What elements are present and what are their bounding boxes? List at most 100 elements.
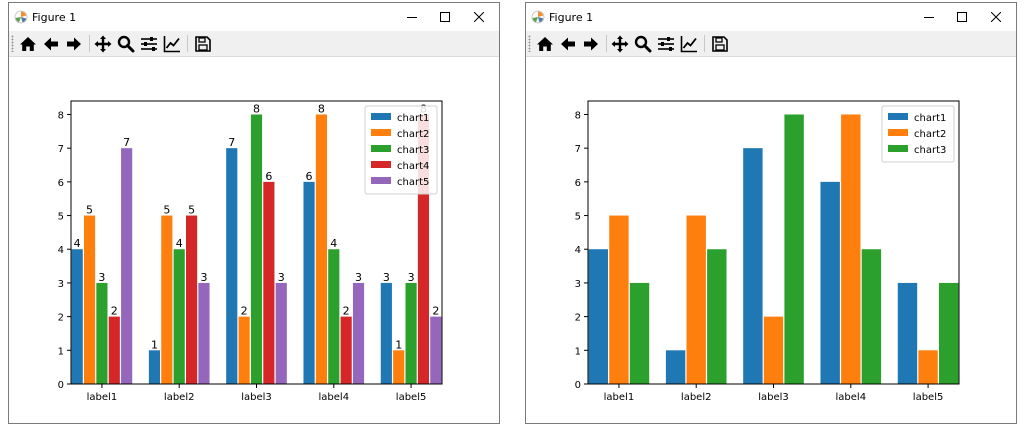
y-tick-label: 8 xyxy=(58,110,64,121)
back-button[interactable] xyxy=(558,34,578,54)
legend-swatch xyxy=(371,161,391,168)
figure-canvas[interactable]: 4176355281348432562873332012345678label1… xyxy=(9,57,499,423)
title-bar[interactable]: Figure 1 xyxy=(9,3,499,31)
toolbar-grip[interactable] xyxy=(11,35,14,52)
x-tick-label: label4 xyxy=(836,392,867,403)
legend-swatch xyxy=(371,129,391,136)
data-label: 1 xyxy=(151,338,158,351)
data-label: 2 xyxy=(241,305,248,318)
legend-label: chart1 xyxy=(914,113,946,124)
legend-swatch xyxy=(371,177,391,184)
bar xyxy=(83,215,96,384)
y-tick-label: 6 xyxy=(58,178,64,189)
home-icon xyxy=(20,37,36,51)
back-button[interactable] xyxy=(41,34,61,54)
data-label: 1 xyxy=(395,338,402,351)
toolbar-separator xyxy=(187,35,188,52)
y-tick-label: 1 xyxy=(575,346,581,357)
toolbar-separator xyxy=(704,35,705,52)
bar xyxy=(609,215,629,384)
bar xyxy=(315,114,328,384)
bar xyxy=(352,282,365,384)
save-button[interactable] xyxy=(710,34,730,54)
maximize-button[interactable] xyxy=(430,6,460,28)
legend-box xyxy=(364,105,438,195)
legend-label: chart3 xyxy=(914,145,946,156)
maximize-icon xyxy=(440,12,450,22)
y-tick-label: 7 xyxy=(575,144,581,155)
y-tick-label: 0 xyxy=(58,380,64,391)
home-button[interactable] xyxy=(535,34,555,54)
legend-swatch xyxy=(888,129,908,136)
minimize-button[interactable] xyxy=(397,6,427,28)
pan-button[interactable] xyxy=(93,34,113,54)
home-button[interactable] xyxy=(18,34,38,54)
title-bar[interactable]: Figure 1 xyxy=(526,3,1016,31)
bar xyxy=(380,282,392,384)
window-title: Figure 1 xyxy=(32,11,77,24)
y-tick-label: 0 xyxy=(575,380,581,391)
pan-button[interactable] xyxy=(610,34,630,54)
zoom-icon xyxy=(117,35,135,53)
bar xyxy=(173,249,185,384)
legend-label: chart4 xyxy=(397,161,429,172)
bar xyxy=(820,181,840,384)
bar xyxy=(303,181,315,384)
bar xyxy=(405,282,417,384)
legend-swatch xyxy=(888,145,908,152)
x-tick-label: label3 xyxy=(758,392,789,403)
data-label: 8 xyxy=(318,102,325,115)
forward-button[interactable] xyxy=(581,34,601,54)
edit-axis-button[interactable] xyxy=(679,34,699,54)
y-tick-label: 4 xyxy=(575,245,581,256)
bar xyxy=(861,249,882,384)
bar xyxy=(430,316,442,384)
y-tick-label: 5 xyxy=(58,212,64,223)
edit-axis-icon xyxy=(163,36,180,53)
matplotlib-app-icon xyxy=(531,10,545,24)
y-tick-label: 7 xyxy=(58,144,64,155)
figure-canvas[interactable]: 0 1 2 3 4 5 6 7 8 label1 label2 label3 label4 label5 c… xyxy=(526,57,1016,423)
legend-label: chart3 xyxy=(397,145,429,156)
data-label: 3 xyxy=(408,271,415,284)
minimize-button[interactable] xyxy=(914,6,944,28)
maximize-button[interactable] xyxy=(947,6,977,28)
x-tick-label: label5 xyxy=(396,392,427,403)
edit-axis-button[interactable] xyxy=(162,34,182,54)
bar xyxy=(340,316,352,384)
forward-button[interactable] xyxy=(64,34,84,54)
save-button[interactable] xyxy=(193,34,213,54)
bar xyxy=(198,282,210,384)
x-tick-label: label5 xyxy=(913,392,944,403)
back-icon xyxy=(561,37,575,51)
y-tick-label: 3 xyxy=(58,279,64,290)
configure-subplots-button[interactable] xyxy=(139,34,159,54)
data-label: 4 xyxy=(176,237,183,250)
close-icon xyxy=(991,12,1001,22)
configure-subplots-button[interactable] xyxy=(656,34,676,54)
toolbar-grip[interactable] xyxy=(528,35,531,52)
bar xyxy=(665,350,686,384)
zoom-button[interactable] xyxy=(633,34,653,54)
configure-subplots-icon xyxy=(658,37,674,51)
bar xyxy=(686,215,706,384)
data-label: 3 xyxy=(355,271,362,284)
bar xyxy=(250,114,263,384)
close-button[interactable] xyxy=(981,6,1011,28)
bar-chart: 0 1 2 3 4 5 6 7 8 label1 label2 label3 label4 label5 c… xyxy=(575,100,960,403)
bar xyxy=(148,350,161,384)
configure-subplots-icon xyxy=(141,37,157,51)
bar xyxy=(393,350,405,384)
y-tick-label: 2 xyxy=(58,313,64,324)
close-icon xyxy=(474,12,484,22)
data-label: 3 xyxy=(200,271,207,284)
matplotlib-app-icon xyxy=(14,10,28,24)
zoom-button[interactable] xyxy=(116,34,136,54)
bar xyxy=(96,282,108,384)
x-tick-label: label2 xyxy=(681,392,712,403)
bar xyxy=(918,350,938,384)
figure-window-1: Figure 1 xyxy=(8,2,500,424)
legend-label: chart1 xyxy=(397,113,429,124)
close-button[interactable] xyxy=(464,6,494,28)
minimize-icon xyxy=(924,17,934,18)
